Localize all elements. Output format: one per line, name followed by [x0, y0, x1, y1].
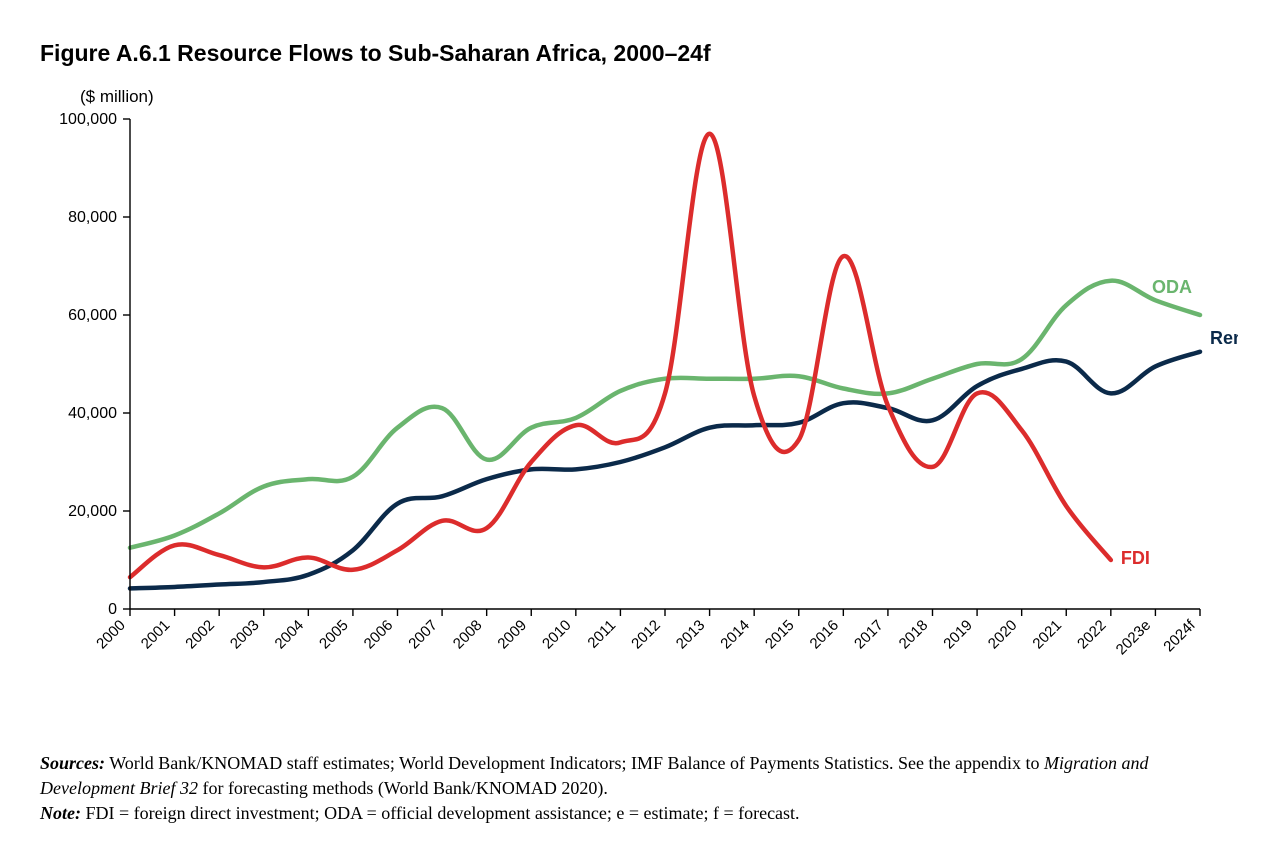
x-tick-label: 2008 [450, 617, 486, 653]
y-tick-label: 40,000 [68, 405, 117, 422]
x-tick-label: 2003 [227, 617, 263, 653]
x-tick-label: 2024f [1160, 616, 1199, 655]
x-tick-label: 2013 [673, 617, 709, 653]
series-label-remittances: Remittances [1210, 328, 1238, 348]
x-tick-label: 2018 [896, 617, 932, 653]
sources-label: Sources: [40, 753, 105, 773]
y-tick-label: 20,000 [68, 503, 117, 520]
x-tick-label: 2000 [93, 617, 129, 653]
figure-caption: Sources: World Bank/KNOMAD staff estimat… [40, 751, 1220, 827]
x-tick-label: 2001 [138, 617, 174, 653]
y-tick-label: 80,000 [68, 209, 117, 226]
figure-title: Figure A.6.1 Resource Flows to Sub-Sahar… [40, 40, 1236, 67]
y-tick-label: 60,000 [68, 307, 117, 324]
x-tick-label: 2012 [628, 617, 664, 653]
x-tick-label: 2005 [316, 617, 352, 653]
series-fdi [130, 134, 1111, 577]
x-tick-label: 2014 [717, 617, 753, 653]
series-label-oda: ODA [1152, 277, 1192, 297]
x-tick-label: 2020 [985, 617, 1021, 653]
note-label: Note: [40, 803, 81, 823]
chart-container: 0 20,000 40,000 60,000 80,000 100,000 20002001… [40, 111, 1236, 711]
x-tick-label: 2021 [1029, 617, 1065, 653]
sources-text-2: for forecasting methods (World Bank/KNOM… [198, 778, 608, 798]
series-oda [130, 281, 1200, 548]
x-tick-label: 2023e [1113, 617, 1155, 659]
x-tick-label: 2004 [272, 617, 308, 653]
line-chart: 0 20,000 40,000 60,000 80,000 100,000 20002001… [40, 111, 1238, 711]
x-tick-label: 2010 [539, 617, 575, 653]
x-tick-label: 2022 [1074, 617, 1110, 653]
x-tick-label: 2016 [807, 617, 843, 653]
x-tick-label: 2019 [940, 617, 976, 653]
x-tick-label: 2002 [182, 617, 218, 653]
y-axis-unit-label: ($ million) [80, 87, 1236, 107]
x-tick-label: 2007 [405, 617, 441, 653]
note-text: FDI = foreign direct investment; ODA = o… [81, 803, 800, 823]
x-tick-label: 2006 [361, 617, 397, 653]
series-label-fdi: FDI [1121, 548, 1150, 568]
sources-text-1: World Bank/KNOMAD staff estimates; World… [105, 753, 1044, 773]
y-tick-label: 0 [108, 601, 117, 618]
y-tick-label: 100,000 [59, 111, 117, 128]
x-tick-label: 2015 [762, 617, 798, 653]
x-tick-label: 2017 [851, 617, 887, 653]
x-tick-label: 2009 [494, 617, 530, 653]
x-tick-label: 2011 [584, 617, 619, 652]
